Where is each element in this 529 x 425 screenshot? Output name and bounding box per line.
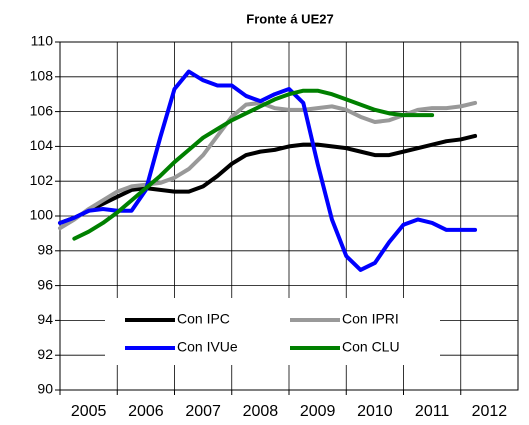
x-tick-label: 2007 — [185, 403, 221, 420]
y-tick-label: 96 — [37, 276, 53, 292]
x-tick-label: 2009 — [300, 403, 336, 420]
chart-title: Fronte á UE27 — [246, 11, 333, 26]
legend-label: Con IPC — [177, 311, 230, 327]
x-tick-label: 2005 — [71, 403, 107, 420]
x-tick-label: 2012 — [472, 403, 508, 420]
x-tick-label: 2011 — [415, 403, 450, 420]
y-tick-label: 98 — [37, 242, 53, 258]
y-tick-label: 102 — [30, 172, 54, 188]
y-tick-label: 104 — [30, 137, 54, 153]
y-tick-label: 100 — [30, 207, 54, 223]
y-tick-label: 94 — [37, 311, 53, 327]
x-tick-label: 2008 — [243, 403, 279, 420]
plot-border — [59, 41, 519, 391]
series-line — [58, 133, 478, 225]
y-tick-label: 92 — [37, 346, 53, 362]
series-line — [58, 69, 478, 272]
series-line — [72, 88, 435, 241]
legend-box — [105, 298, 440, 365]
y-tick-label: 106 — [30, 102, 54, 118]
y-tick-label: 90 — [37, 381, 53, 397]
y-tick-label: 110 — [31, 33, 54, 49]
x-tick-label: 2010 — [357, 403, 393, 420]
x-tick-label: 2006 — [128, 403, 164, 420]
legend-label: Con IPRI — [342, 311, 399, 327]
legend-label: Con CLU — [342, 339, 400, 355]
y-tick-label: 108 — [30, 68, 54, 84]
legend-label: Con IVUe — [177, 339, 238, 355]
